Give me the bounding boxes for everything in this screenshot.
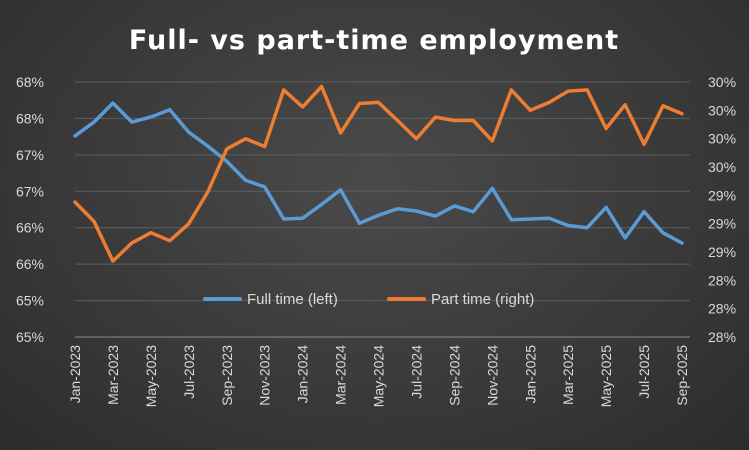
right-tick-label: 29% [708,244,736,260]
right-tick-label: 28% [708,329,736,345]
x-tick-label: Nov-2024 [484,345,500,406]
x-tick-label: Mar-2025 [560,345,576,405]
right-tick-label: 30% [708,74,736,90]
x-tick-label: Sep-2023 [219,345,235,406]
left-tick-label: 68% [16,74,44,90]
left-tick-label: 65% [16,329,44,345]
right-tick-label: 30% [708,102,736,118]
series-line-full-time [73,101,684,245]
x-tick-label: Jan-2024 [295,345,311,404]
x-tick-label: Jan-2023 [67,345,83,404]
legend: Full time (left) Part time (right) [203,291,534,308]
legend-label-part-time: Part time (right) [431,291,534,308]
right-y-axis: 28% 28% 28% 29% 29% 29% 30% 30% 30% 30% [708,74,736,345]
x-tick-label: Sep-2024 [446,345,462,406]
x-tick-label: Sep-2025 [674,345,690,406]
right-tick-label: 30% [708,159,736,175]
x-tick-label: Nov-2023 [257,345,273,406]
series-line-part-time [73,84,684,263]
right-tick-label: 28% [708,301,736,317]
left-tick-label: 66% [16,256,44,272]
x-tick-label: Jul-2025 [636,345,652,399]
series-lines [73,84,684,263]
x-tick-label: Jul-2023 [181,345,197,399]
x-tick-label: May-2023 [143,345,159,407]
right-tick-label: 30% [708,131,736,147]
chart-title: Full- vs part-time employment [129,25,619,56]
right-tick-label: 28% [708,272,736,288]
x-tick-label: Mar-2023 [105,345,121,405]
x-tick-label: May-2024 [371,345,387,407]
left-tick-label: 67% [16,147,44,163]
x-tick-label: May-2025 [598,345,614,407]
x-tick-label: Mar-2024 [333,345,349,405]
left-tick-label: 66% [16,220,44,236]
right-tick-label: 29% [708,187,736,203]
legend-label-full-time: Full time (left) [247,291,338,308]
left-y-axis: 65% 65% 66% 66% 67% 67% 68% 68% [16,74,44,345]
x-axis: Jan-2023 Mar-2023 May-2023 Jul-2023 Sep-2023… [67,336,690,407]
x-tick-label: Jul-2024 [408,345,424,399]
gridlines [75,81,690,338]
x-tick-label: Jan-2025 [522,345,538,404]
right-tick-label: 29% [708,216,736,232]
left-tick-label: 68% [16,110,44,126]
left-tick-label: 67% [16,183,44,199]
left-tick-label: 65% [16,293,44,309]
